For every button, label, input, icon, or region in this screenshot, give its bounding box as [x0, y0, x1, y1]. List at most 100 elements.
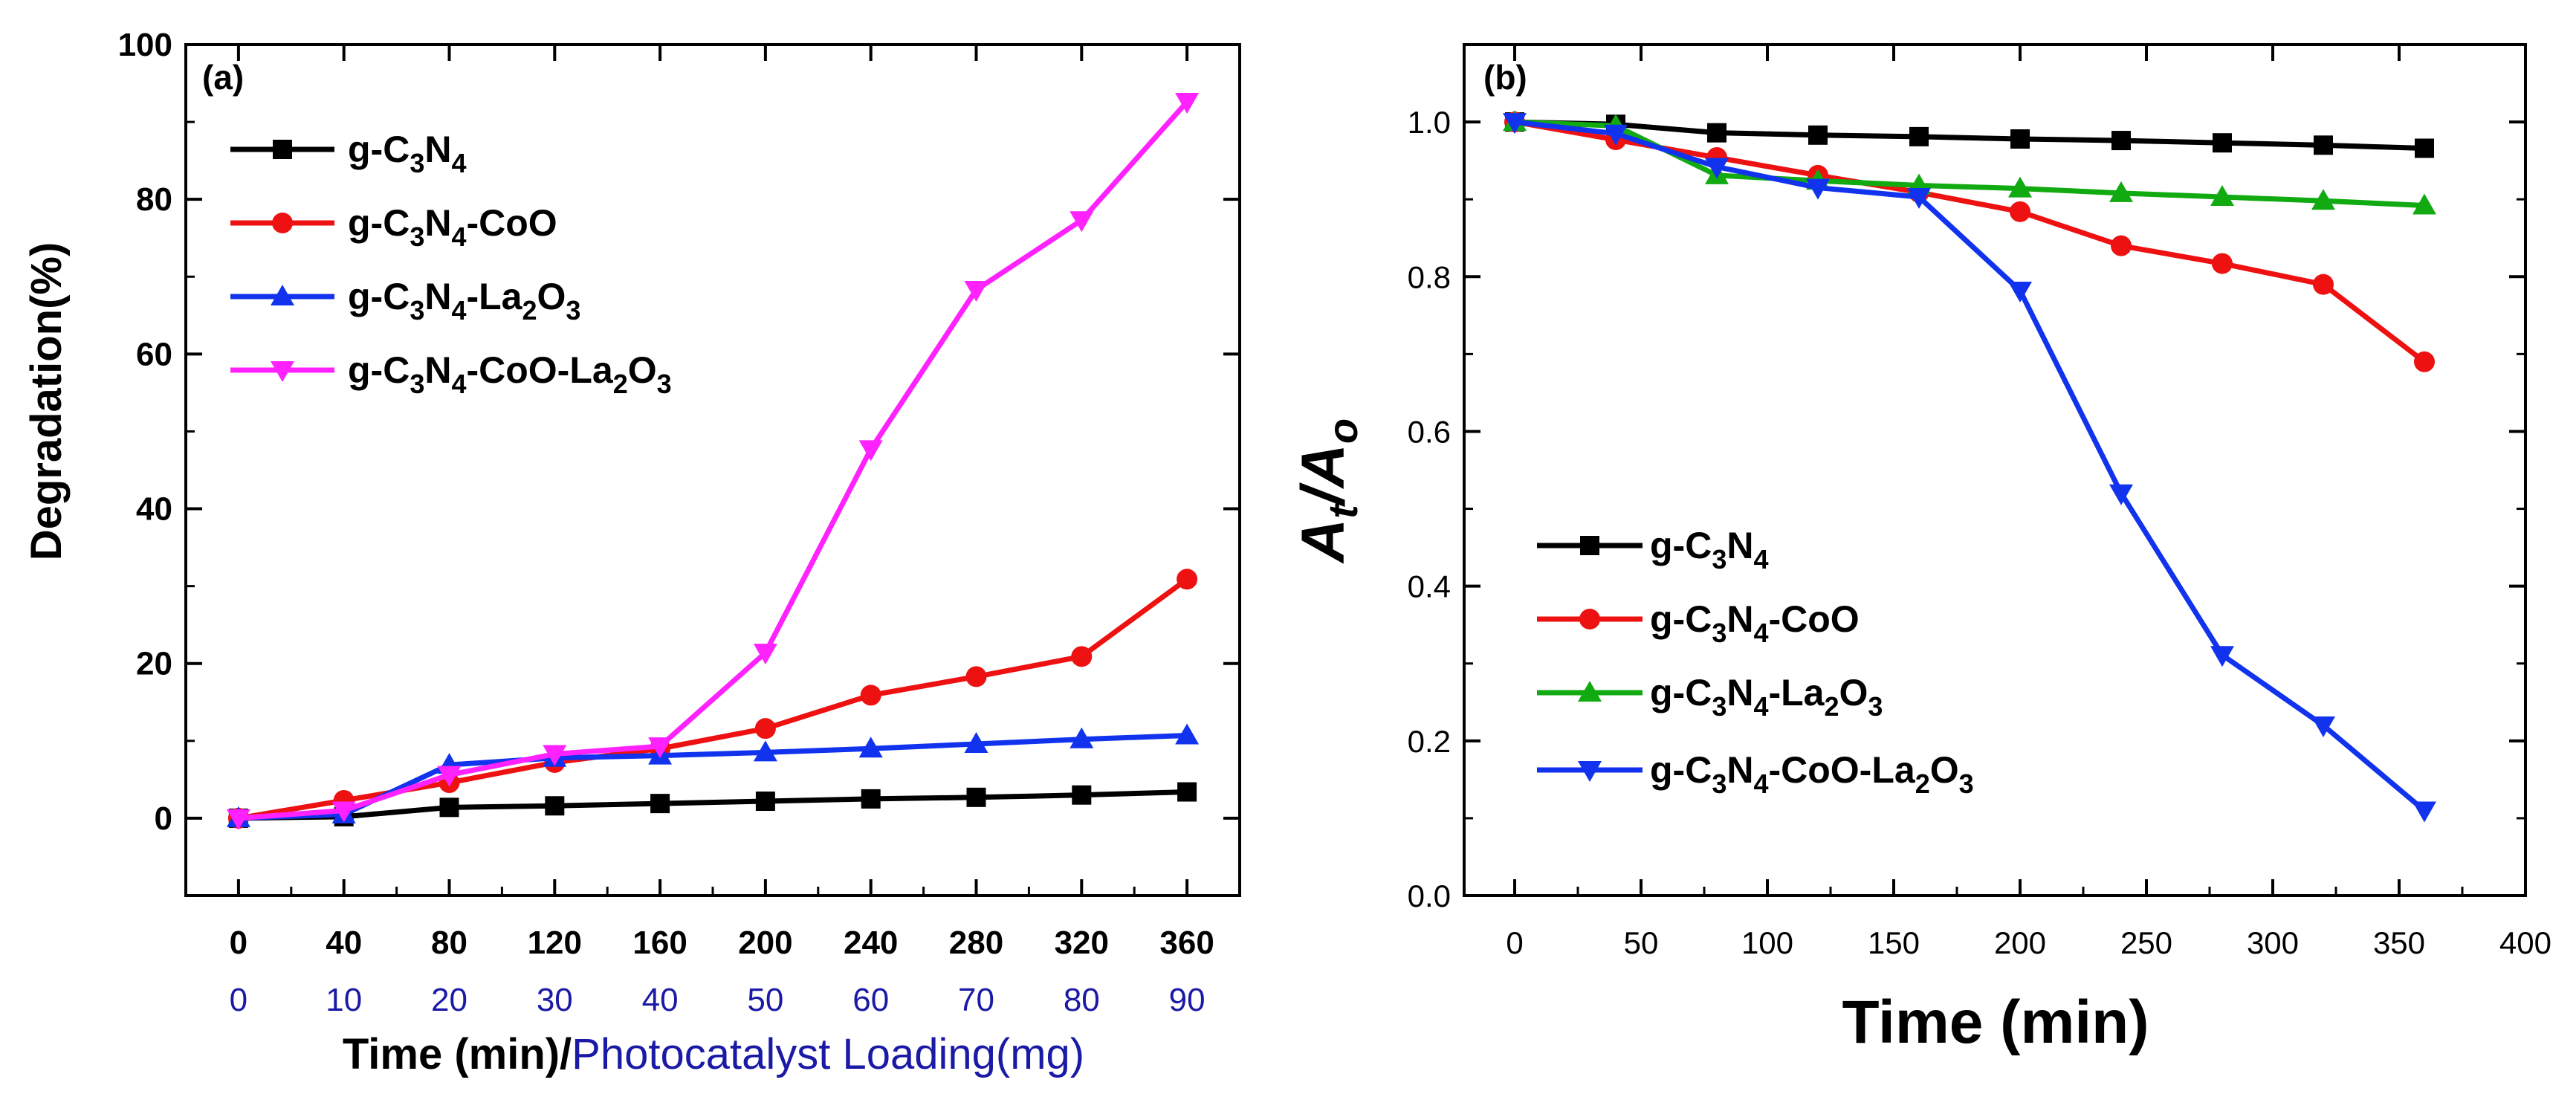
data-point: [1175, 723, 1200, 745]
x-tick-label: 50: [1624, 925, 1659, 960]
x-tick-label: 200: [1994, 925, 2046, 960]
legend-marker: [272, 213, 293, 233]
x-tick-label: 160: [632, 925, 687, 961]
data-point: [2111, 235, 2132, 256]
data-point: [1806, 178, 1830, 200]
legend-marker: [1578, 761, 1602, 782]
y-tick-label: 0.4: [1408, 569, 1451, 604]
x-tick-label: 280: [949, 925, 1003, 961]
data-point: [1503, 113, 1527, 135]
data-point: [650, 794, 670, 814]
data-point: [1175, 93, 1200, 114]
legend-label-part: g-C: [348, 202, 410, 244]
legend-label-part: N: [424, 276, 451, 317]
y-tick-label: 0.2: [1408, 724, 1451, 759]
x-secondary-tick-label: 40: [642, 982, 679, 1018]
legend-label: g-C3N4-CoO: [1650, 598, 1860, 648]
legend-label-part: 3: [1712, 544, 1726, 575]
chart-degradation: 0 20 40 60 80 100 0 0 40 10 80 20 120 30 160 40 200 50 240…: [22, 27, 1241, 1078]
data-point: [439, 797, 459, 818]
legend-label-part: 4: [1753, 691, 1768, 722]
legend-label: g-C3N4-CoO-La2O3: [1650, 749, 1974, 799]
data-point: [858, 440, 883, 462]
x-tick-label: 150: [1868, 925, 1920, 960]
y-tick-label: 0.8: [1408, 259, 1451, 294]
x-axis-title-time: Time (min)/: [343, 1030, 572, 1078]
legend-label-part: 2: [1915, 768, 1930, 799]
data-point: [2212, 253, 2233, 274]
legend-marker: [1579, 609, 1600, 630]
data-point: [1177, 569, 1198, 590]
x-tick-label: 120: [528, 925, 582, 961]
legend-label-part: O: [1930, 749, 1959, 791]
legend-label-part: 4: [1753, 768, 1768, 799]
data-point: [753, 740, 777, 762]
legend-label-part: 2: [613, 369, 628, 399]
legend-marker: [271, 361, 294, 382]
legend-label: g-C3N4-CoO-La2O3: [348, 349, 672, 399]
data-point: [2412, 801, 2436, 823]
legend-label-part: g-C: [1650, 525, 1712, 566]
data-point: [2008, 282, 2032, 303]
y-axis-title-a: A: [1289, 519, 1357, 564]
legend-label-part: 4: [451, 369, 466, 399]
legend-marker: [273, 140, 292, 159]
y-axis-title-slash: /A: [1289, 444, 1357, 508]
legend-label-part: 3: [1712, 618, 1726, 648]
panel-label: (b): [1483, 58, 1527, 97]
legend-label-part: N: [1726, 598, 1753, 640]
x-secondary-tick-label: 10: [326, 982, 362, 1018]
data-point: [2213, 133, 2232, 153]
x-tick-label: 240: [844, 925, 898, 961]
legend-label: g-C3N4-La2O3: [1650, 672, 1883, 722]
legend-label-part: -CoO-La: [1768, 749, 1915, 791]
series-line: [238, 100, 1189, 821]
legend-label-part: 3: [410, 369, 424, 399]
panel-label: (a): [202, 58, 244, 97]
x-secondary-tick-label: 90: [1169, 982, 1206, 1018]
legend-label-part: 3: [410, 295, 424, 326]
legend-label-part: 4: [451, 148, 466, 178]
x-tick-label: 350: [2373, 925, 2425, 960]
data-point: [966, 787, 986, 807]
plot-frame: [1463, 43, 2527, 897]
series-line: [238, 733, 1188, 821]
legend-label: g-C3N4-CoO: [348, 202, 557, 252]
data-point: [437, 766, 462, 787]
series-line: [1514, 119, 2427, 813]
legend-label-part: N: [424, 202, 451, 244]
legend-label-part: N: [1726, 749, 1753, 791]
data-point: [2010, 129, 2030, 149]
legend-label-part: O: [1839, 672, 1868, 713]
data-point: [226, 809, 250, 830]
data-point: [2415, 138, 2434, 158]
y-tick-label: 80: [136, 181, 172, 218]
series-3: [1503, 113, 2436, 823]
data-point: [2210, 646, 2234, 667]
data-point: [1604, 124, 1628, 146]
data-point: [1069, 727, 1094, 748]
data-point: [2313, 274, 2334, 295]
series-line: [238, 789, 1188, 821]
data-point: [2109, 181, 2133, 202]
data-point: [861, 789, 881, 809]
data-point: [1072, 785, 1092, 805]
legend-marker: [271, 285, 294, 305]
legend-label-part: 4: [1753, 544, 1768, 575]
legend-label-part: 3: [1712, 691, 1726, 722]
data-point: [2111, 131, 2131, 151]
data-point: [2010, 201, 2030, 222]
y-tick-label: 0: [155, 800, 172, 837]
x-tick-label: 80: [431, 925, 467, 961]
legend-label-part: 4: [1753, 618, 1768, 648]
data-point: [755, 792, 775, 812]
legend-label-part: g-C: [348, 129, 410, 170]
legend-label-part: 3: [1959, 768, 1974, 799]
x-tick-label: 320: [1055, 925, 1109, 961]
x-tick-label: 300: [2247, 925, 2299, 960]
legend-label-part: g-C: [1650, 749, 1712, 791]
y-tick-label: 1.0: [1408, 105, 1451, 140]
legend-label-part: 3: [1868, 691, 1883, 722]
data-point: [2008, 176, 2032, 198]
